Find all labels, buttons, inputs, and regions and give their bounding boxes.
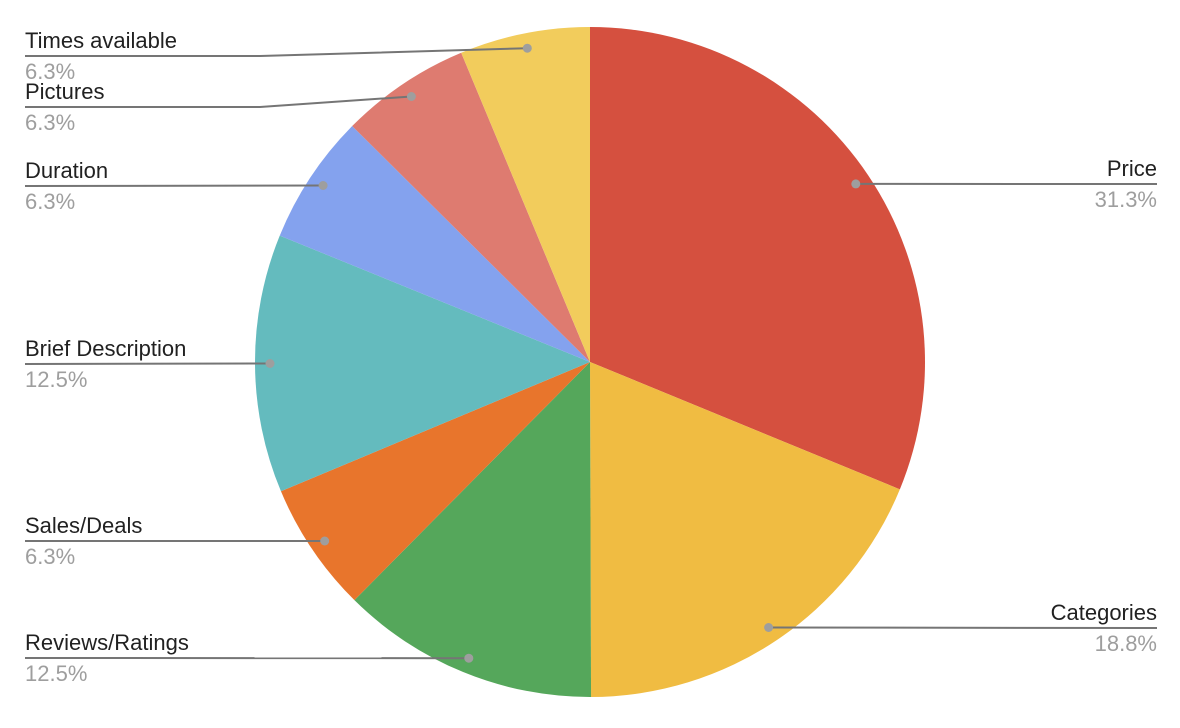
pie-slice-reviews-ratings[interactable] bbox=[354, 362, 592, 698]
leader-line-brief-description bbox=[24, 362, 271, 365]
slice-label-text: Times available bbox=[25, 28, 178, 53]
leader-dot-price bbox=[851, 179, 861, 189]
pie-slice-pictures[interactable] bbox=[352, 52, 590, 362]
slice-percent-text: 6.3% bbox=[25, 189, 76, 214]
leader-dot-times-available bbox=[522, 43, 532, 53]
leader-dot-duration bbox=[318, 181, 328, 190]
slice-label-text: Categories bbox=[1050, 600, 1157, 625]
leader-dot-sales-deals bbox=[320, 536, 330, 546]
slice-label-text: Brief Description bbox=[25, 336, 187, 361]
pie-slice-times-available[interactable] bbox=[461, 27, 590, 362]
slice-label-times-available: Times available 6.3% bbox=[25, 29, 177, 84]
slice-percent-text: 12.5% bbox=[25, 661, 88, 686]
leader-line-times-available bbox=[25, 47, 528, 57]
slice-percent-text: 12.5% bbox=[25, 367, 88, 392]
slice-label-text: Duration bbox=[25, 158, 109, 183]
slice-label-duration: Duration 6.3% bbox=[25, 159, 108, 214]
slice-percent-text: 31.3% bbox=[1094, 187, 1157, 212]
slice-label-price: Price 31.3% bbox=[1095, 157, 1157, 212]
leader-dot-pictures bbox=[406, 92, 416, 101]
slice-label-text: Price bbox=[1106, 156, 1157, 181]
leader-dot-categories bbox=[764, 623, 774, 632]
slice-percent-text: 18.8% bbox=[1094, 631, 1157, 656]
leader-dot-brief-description bbox=[265, 359, 275, 368]
pie-slice-brief-description[interactable] bbox=[254, 235, 590, 492]
pie-slice-price[interactable] bbox=[590, 27, 926, 490]
leader-line-duration bbox=[24, 184, 324, 187]
slice-label-text: Reviews/Ratings bbox=[25, 630, 189, 655]
slice-label-sales-deals: Sales/Deals 6.3% bbox=[25, 514, 142, 569]
leader-dot-reviews-ratings bbox=[464, 653, 474, 663]
slice-percent-text: 6.3% bbox=[25, 110, 76, 135]
slice-label-brief-description: Brief Description 12.5% bbox=[25, 337, 186, 392]
leader-line-pictures bbox=[25, 95, 412, 108]
slice-percent-text: 6.3% bbox=[25, 544, 76, 569]
slice-percent-text: 6.3% bbox=[25, 59, 76, 84]
slice-label-reviews-ratings: Reviews/Ratings 12.5% bbox=[25, 631, 189, 686]
pie-slice-sales-deals[interactable] bbox=[280, 362, 590, 601]
slice-label-categories: Categories 18.8% bbox=[1051, 601, 1157, 656]
pie-slice-duration[interactable] bbox=[279, 126, 590, 362]
slice-label-pictures: Pictures 6.3% bbox=[25, 80, 104, 135]
leader-line-categories bbox=[768, 626, 1158, 629]
pie-slice-categories[interactable] bbox=[590, 362, 900, 697]
slice-label-text: Sales/Deals bbox=[25, 513, 143, 538]
slice-label-text: Pictures bbox=[25, 79, 105, 104]
